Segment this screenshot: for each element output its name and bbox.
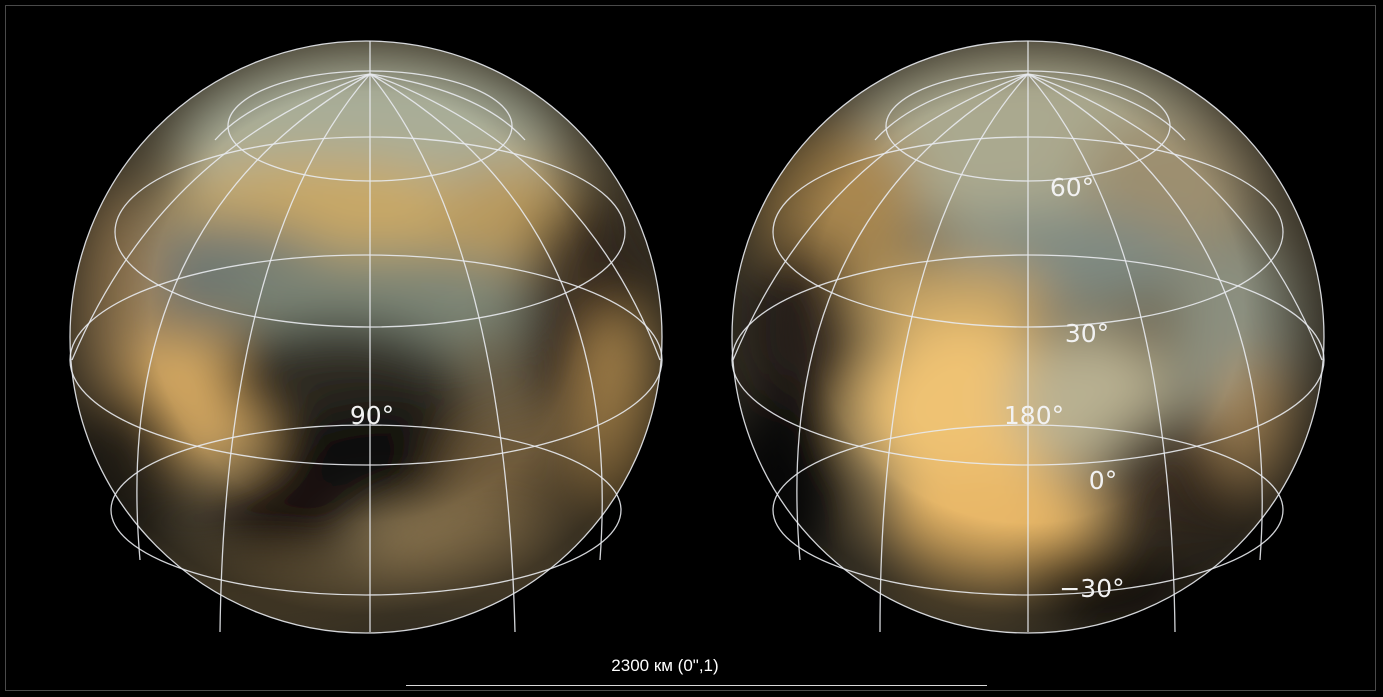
latitude-label-minus-30: −30° [1059, 574, 1124, 603]
scale-label: 2300 км (0",1) [611, 656, 719, 675]
scale-bar [406, 685, 987, 686]
latitude-label-60: 60° [1050, 173, 1094, 202]
left-globe: 90° [69, 40, 663, 634]
latitude-label-0: 0° [1089, 466, 1117, 495]
latitude-label-30: 30° [1065, 319, 1109, 348]
right-globe: 60° 30° 180° 0° −30° [731, 40, 1325, 634]
image-frame [5, 5, 1376, 691]
left-globe-grid [69, 40, 663, 634]
longitude-label-180: 180° [1004, 401, 1064, 430]
longitude-label-90: 90° [350, 401, 394, 430]
right-globe-grid [731, 40, 1325, 634]
